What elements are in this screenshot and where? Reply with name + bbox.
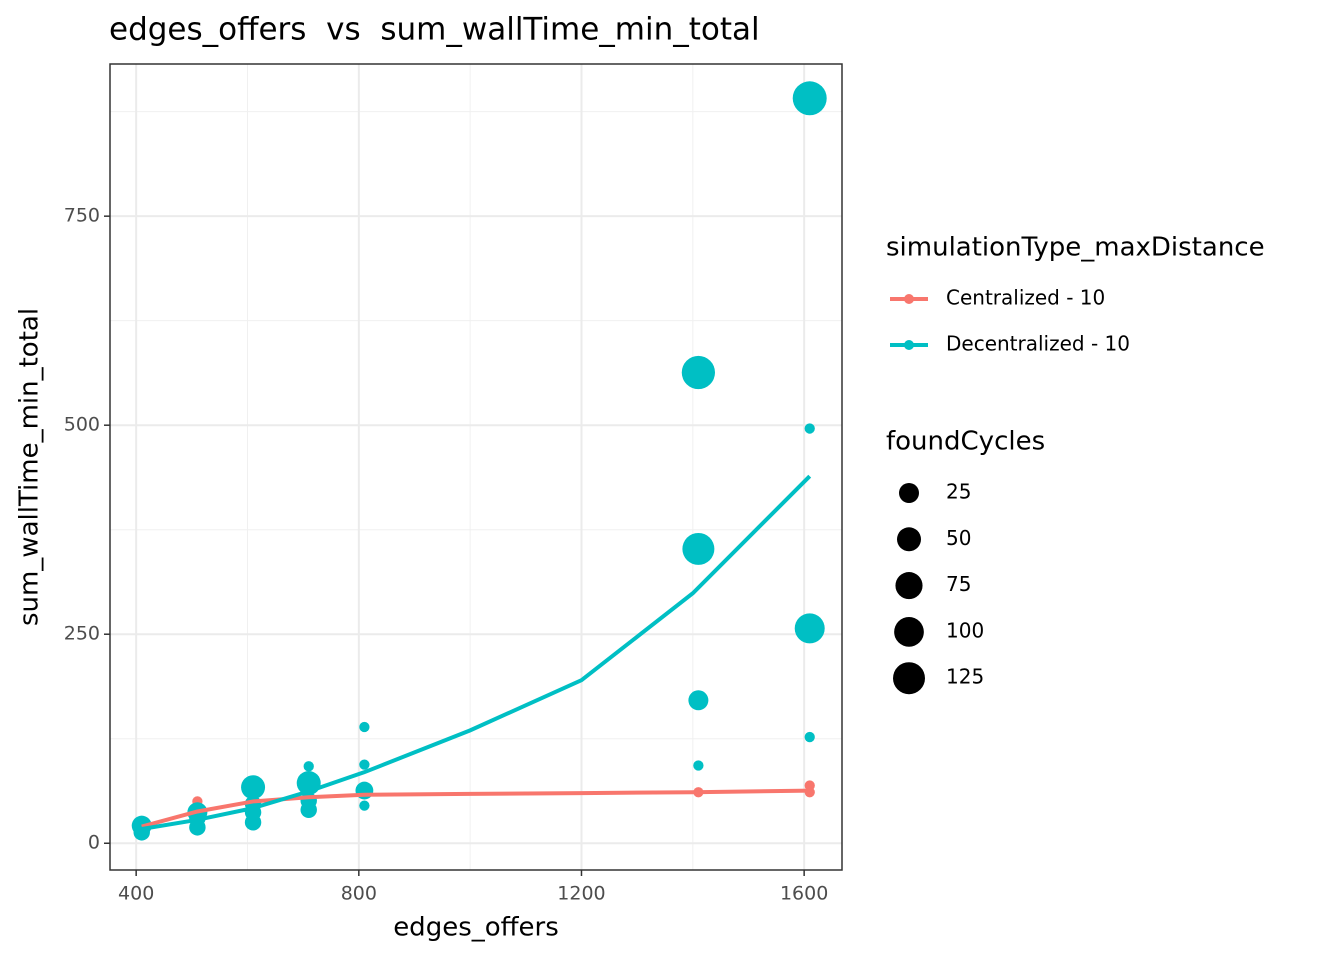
point — [303, 761, 314, 772]
point — [241, 775, 266, 800]
size-legend-key — [895, 572, 923, 600]
size-legend-label: 50 — [946, 526, 971, 550]
x-tick-label: 400 — [118, 883, 154, 905]
point — [681, 355, 716, 390]
size-legend-key — [899, 483, 919, 503]
x-tick-label: 1200 — [557, 883, 605, 905]
size-legend-key — [893, 662, 925, 695]
legend-label: Decentralized - 10 — [946, 332, 1130, 356]
point — [693, 760, 704, 771]
smooth-line — [141, 788, 810, 829]
size-legend-label: 125 — [946, 665, 984, 689]
point — [359, 759, 370, 770]
size-legend-label: 25 — [946, 480, 971, 504]
size-legend-title: foundCycles — [886, 427, 1045, 457]
point — [794, 613, 825, 644]
y-tick-label: 250 — [64, 623, 100, 645]
point — [688, 690, 709, 711]
point — [359, 800, 370, 811]
point — [804, 731, 815, 743]
point — [792, 81, 827, 116]
legend-key-dot — [904, 294, 914, 304]
size-legend-label: 75 — [946, 572, 971, 596]
x-tick-label: 800 — [341, 883, 377, 905]
point — [359, 721, 370, 733]
x-tick-label: 1600 — [780, 883, 828, 905]
panel-border — [109, 63, 843, 871]
size-legend-label: 100 — [946, 618, 984, 642]
smooth-line — [141, 474, 812, 832]
x-axis-title: edges_offers — [393, 913, 559, 943]
chart-title: edges_offers vs sum_wallTime_min_total — [109, 12, 760, 48]
legend-key-dot — [904, 340, 914, 350]
y-tick-label: 0 — [88, 832, 100, 854]
size-legend-key — [896, 527, 922, 552]
legend-label: Centralized - 10 — [946, 286, 1105, 310]
color-legend-title: simulationType_maxDistance — [886, 233, 1265, 263]
point — [804, 423, 815, 434]
point — [682, 532, 715, 565]
y-axis-title: sum_wallTime_min_total — [15, 308, 45, 626]
y-tick-label: 750 — [64, 205, 100, 227]
size-legend-key — [894, 617, 924, 647]
y-tick-label: 500 — [64, 414, 100, 436]
